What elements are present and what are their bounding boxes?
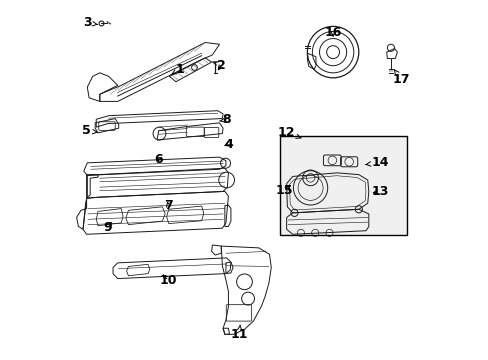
Text: 11: 11 (230, 325, 247, 341)
Text: 13: 13 (371, 185, 388, 198)
Text: 2: 2 (217, 59, 225, 72)
Text: 15: 15 (275, 184, 293, 197)
Text: 8: 8 (219, 113, 230, 126)
Text: 12: 12 (277, 126, 300, 139)
Text: 3: 3 (83, 16, 97, 29)
Text: 6: 6 (154, 153, 163, 166)
Text: 5: 5 (82, 124, 97, 137)
Text: 4: 4 (224, 138, 232, 151)
Text: 16: 16 (324, 26, 341, 39)
Text: 7: 7 (163, 199, 172, 212)
Text: 1: 1 (172, 63, 184, 76)
Text: 10: 10 (160, 274, 177, 287)
Text: 9: 9 (103, 221, 112, 234)
Text: 14: 14 (365, 156, 388, 169)
Text: 17: 17 (392, 70, 409, 86)
Bar (279, 136, 407, 235)
